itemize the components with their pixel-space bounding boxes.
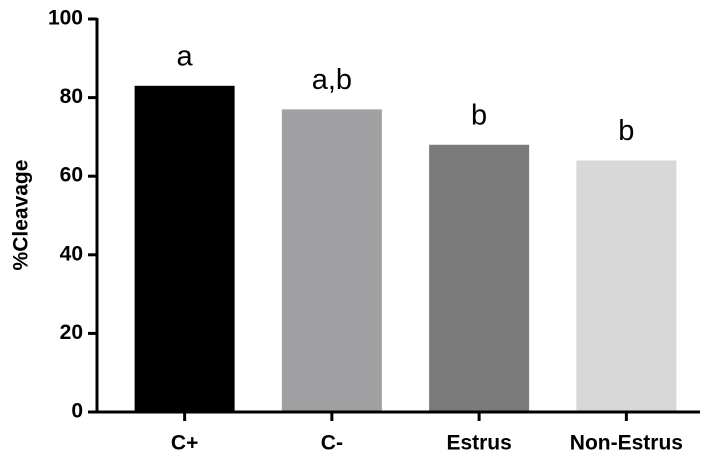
bar [134, 85, 235, 412]
y-tick-label: 40 [60, 242, 83, 265]
y-tick-label: 20 [60, 321, 83, 344]
bar-annotation: b [618, 115, 634, 147]
bar-annotation: a,b [312, 64, 352, 96]
y-tick-label: 0 [71, 400, 83, 423]
y-tick-label: 60 [60, 164, 83, 187]
y-axis-label: %Cleavage [10, 160, 33, 271]
x-tick-label: Non-Estrus [570, 432, 683, 455]
bar-annotation: a [177, 40, 194, 72]
y-tick-label: 80 [60, 85, 83, 108]
bar [429, 144, 530, 412]
x-tick-label: C- [321, 432, 343, 455]
bar [281, 109, 382, 412]
bar-annotation: b [471, 99, 487, 131]
bar [576, 160, 677, 412]
y-tick-label: 100 [48, 7, 83, 30]
x-tick-label: C+ [171, 432, 198, 455]
x-tick-label: Estrus [446, 432, 511, 455]
